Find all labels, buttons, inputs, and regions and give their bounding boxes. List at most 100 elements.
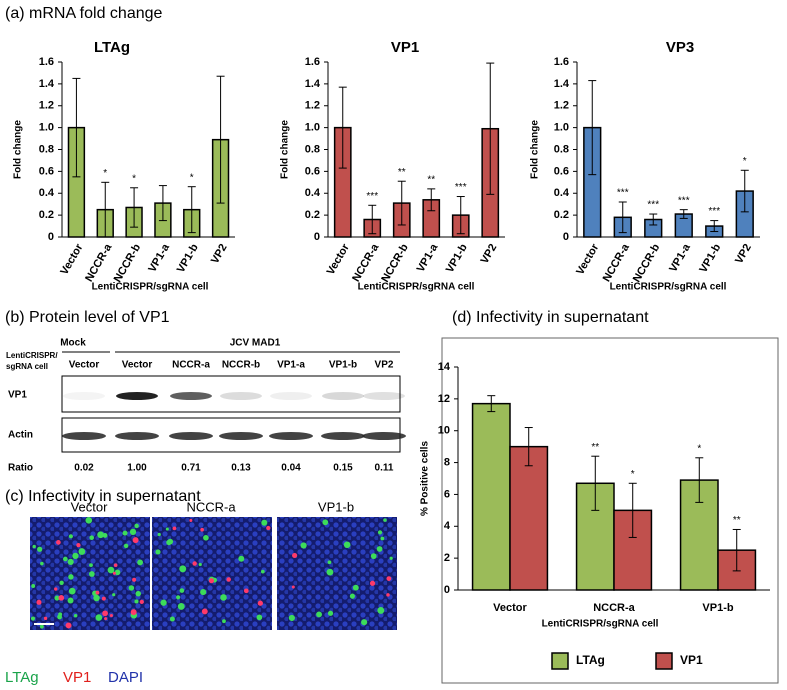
y-tick-label: 0	[48, 231, 54, 243]
y-tick-label: 1.4	[39, 78, 55, 90]
ltag-cell	[134, 599, 139, 604]
ltag-cell	[97, 531, 104, 539]
ltag-cell	[30, 616, 36, 621]
ltag-cell	[380, 536, 385, 541]
vp1-cell	[172, 526, 177, 531]
y-axis-title: Fold change	[280, 120, 291, 179]
lane-label: Vector	[122, 360, 153, 371]
ratio-value: 0.02	[74, 463, 94, 474]
x-axis-title: LentiCRISPR/sgRNA cell	[542, 619, 659, 630]
blot-group: JCV MAD1	[230, 338, 281, 349]
ltag-cell	[288, 614, 295, 622]
y-tick-label: 0	[444, 584, 450, 596]
ltag-cell	[39, 624, 44, 629]
y-tick-label: 10	[438, 425, 450, 437]
x-tick-label: Vector	[58, 241, 86, 277]
error-bar	[710, 220, 719, 233]
ltag-cell	[37, 546, 43, 552]
legend-swatch	[551, 652, 569, 670]
ltag-cell	[78, 548, 86, 555]
ltag-cell	[376, 546, 383, 552]
ratio-value: 0.15	[333, 463, 353, 474]
micrograph	[277, 517, 397, 630]
y-tick-label: 0.8	[39, 143, 54, 155]
y-tick-label: 0.2	[39, 209, 54, 221]
error-bar	[618, 201, 627, 234]
y-tick-label: 0.8	[305, 143, 320, 155]
ltag-cell	[85, 516, 93, 524]
lane-label: VP1-a	[277, 360, 305, 371]
error-bar	[368, 204, 377, 235]
y-axis-title: Fold change	[530, 120, 541, 179]
error-bar	[732, 528, 741, 572]
legend-label: VP1	[680, 653, 703, 667]
vp1-cell	[102, 610, 108, 617]
y-tick-label: 0.6	[305, 165, 320, 177]
ltag-cell	[58, 612, 63, 617]
error-bar	[695, 457, 704, 503]
x-axis-title: LentiCRISPR/sgRNA cell	[92, 282, 209, 293]
x-tick-label: VP1-a	[146, 241, 172, 274]
ltag-cell	[67, 558, 74, 565]
stain-label: VP1	[63, 669, 91, 686]
panel-frame	[441, 337, 779, 684]
ltag-cell	[361, 619, 368, 626]
y-tick-label: 1.0	[554, 122, 569, 134]
x-tick-label: VP2	[733, 242, 754, 266]
significance: *	[697, 443, 701, 454]
ltag-cell	[40, 561, 44, 566]
ltag-cell	[260, 569, 265, 574]
significance: ***	[455, 182, 467, 193]
vp1-cell	[192, 561, 197, 566]
vp1-band	[270, 392, 312, 400]
y-tick-label: 1.4	[305, 78, 321, 90]
y-tick-label: 12	[438, 393, 450, 405]
x-tick-label: VP1-a	[667, 241, 693, 274]
vp1-cell	[226, 577, 231, 582]
ratio-label: Ratio	[8, 463, 33, 474]
error-bar	[101, 181, 110, 238]
vp1-cell	[292, 552, 298, 559]
ltag-cell	[32, 544, 36, 549]
actin-band	[219, 432, 263, 440]
vp1-cell	[95, 590, 100, 595]
y-tick-label: 0.4	[39, 187, 55, 199]
charts: LTAg Fold change LentiCRISPR/sgRNA cell 0 0.…	[13, 39, 770, 670]
ltag-cell	[122, 530, 128, 536]
x-tick-label: VP2	[479, 242, 500, 266]
x-tick-label: NCCR-b	[112, 242, 144, 285]
error-bar	[591, 455, 600, 511]
error-bar	[679, 209, 688, 219]
lane-label: VP2	[375, 360, 394, 371]
error-bar	[427, 188, 436, 212]
y-tick-label: 0.2	[305, 209, 320, 221]
ltag-cell	[179, 588, 185, 593]
y-tick-label: 1.2	[554, 100, 569, 112]
x-tick-label: VP1-b	[175, 242, 201, 275]
ltag-cell	[59, 580, 64, 585]
x-tick-label: NCCR-a	[350, 241, 382, 284]
bar	[471, 402, 511, 591]
x-tick-label: Vector	[574, 241, 602, 277]
micrographs: Vector NCCR-a VP1-b LTAg VP1 DAPI	[5, 499, 397, 686]
significance: **	[427, 175, 435, 186]
x-tick-label: NCCR-a	[83, 241, 115, 284]
ltag-cell	[377, 530, 383, 535]
ltag-cell	[165, 527, 169, 531]
panel-title: (b) Protein level of VP1	[5, 309, 170, 326]
vp1-band	[322, 392, 364, 400]
blot: Vector 0.02 Vector 1.00 NCCR-a 0.71 NCCR-b 0.13…	[62, 360, 406, 474]
ltag-cell	[343, 541, 351, 549]
vp1-cell	[54, 587, 58, 591]
vp1-cell	[257, 600, 263, 606]
lane-label: NCCR-b	[222, 360, 260, 371]
y-tick-label: 0.4	[305, 187, 321, 199]
significance: ***	[366, 191, 378, 202]
x-tick-label: NCCR-a	[601, 241, 633, 284]
ltag-cell	[200, 589, 207, 596]
error-bar	[628, 482, 637, 538]
row-header: LentiCRISPR/	[6, 351, 58, 360]
error-bar	[130, 187, 139, 228]
vp1-cell	[243, 588, 249, 594]
stain-label: LTAg	[5, 669, 39, 686]
